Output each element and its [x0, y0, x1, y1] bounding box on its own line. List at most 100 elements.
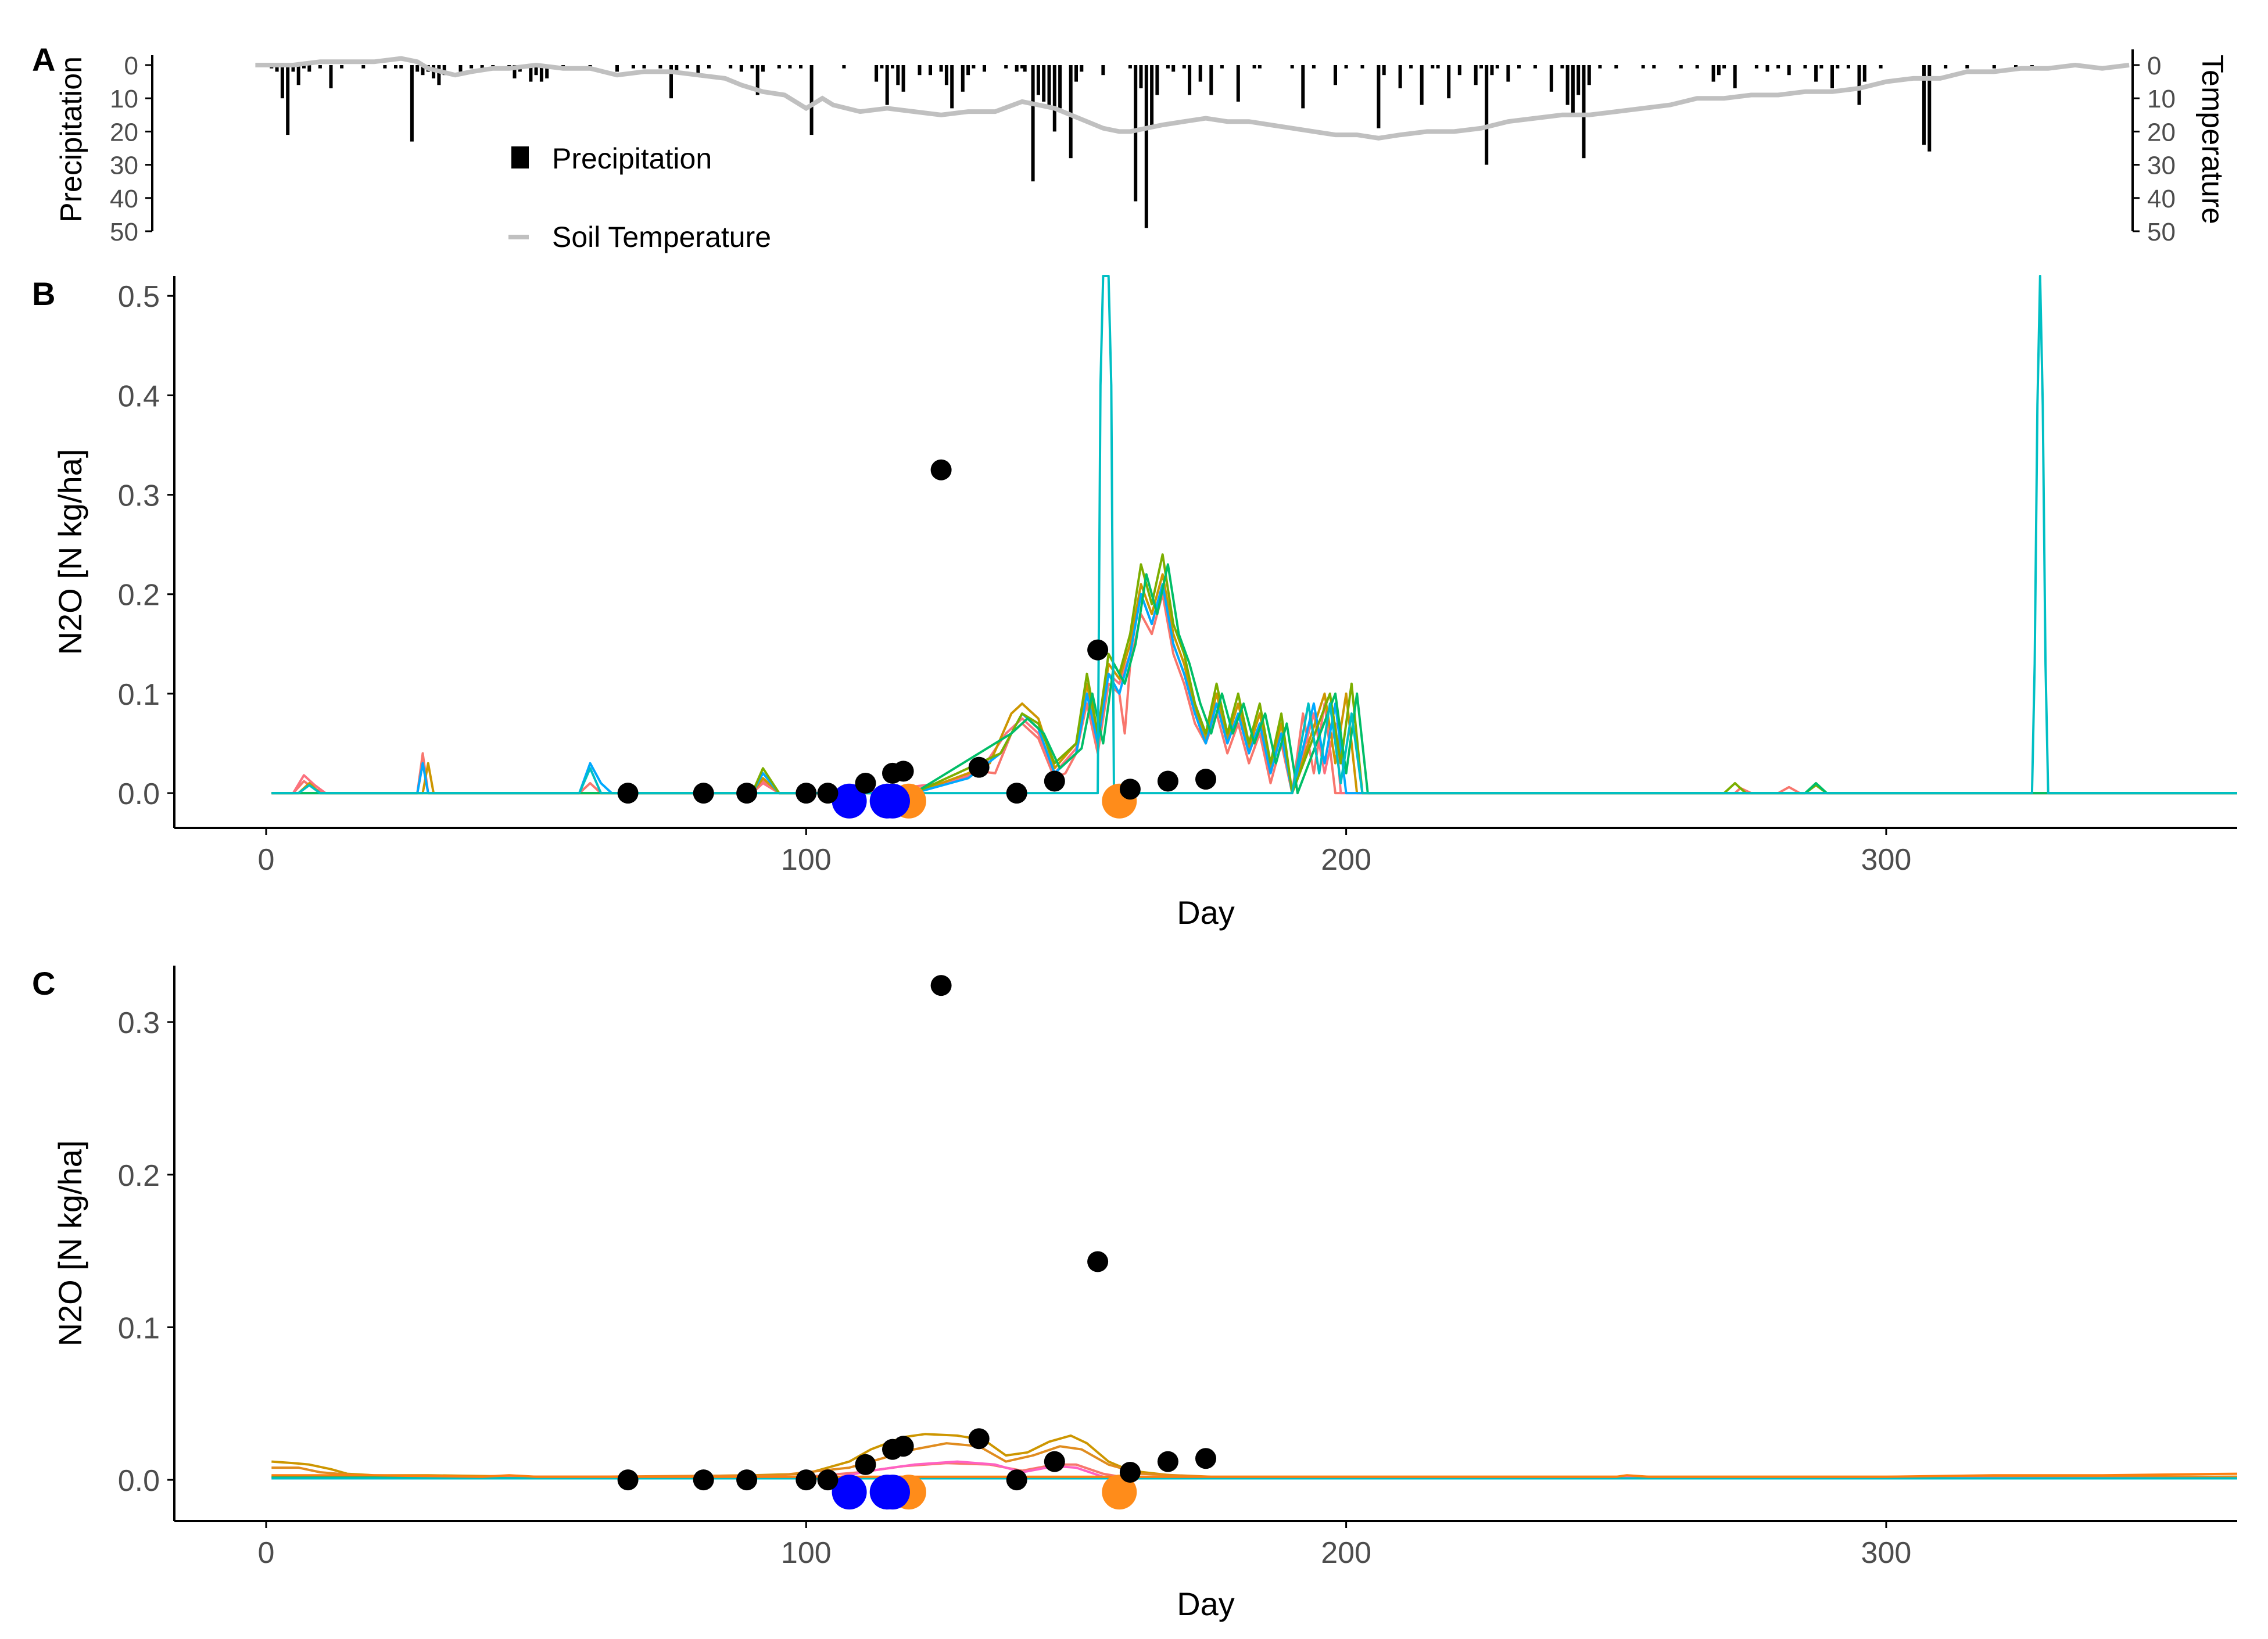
precip-bar-101 [1312, 65, 1316, 69]
precip-bar-17 [421, 65, 425, 76]
precip-bar-20 [437, 65, 441, 85]
c-observed-point-5 [855, 1454, 876, 1475]
precip-bar-12 [383, 65, 387, 69]
precip-bar-124 [1565, 65, 1570, 105]
precip-bar-106 [1382, 65, 1386, 76]
panel-b-label: B [32, 275, 55, 312]
precip-bar-122 [1549, 65, 1553, 92]
precip-bar-148 [1846, 65, 1850, 69]
b-observed-point-9 [968, 756, 990, 778]
c-y-tick-label: 0.1 [118, 1311, 160, 1345]
precip-bar-151 [1879, 65, 1883, 69]
left-tick-label: 20 [110, 118, 138, 146]
precip-bar-68 [983, 65, 986, 72]
precip-bar-57 [891, 65, 894, 69]
b-x-tick-label: 300 [1861, 843, 1912, 877]
precip-bar-97 [1252, 65, 1256, 69]
b-observed-point-15 [1195, 769, 1216, 790]
precip-bar-152 [1922, 65, 1926, 145]
b-observed-point-8 [930, 459, 952, 480]
precip-bar-142 [1787, 65, 1791, 76]
legend-precipitation-key [511, 146, 529, 168]
panel-c-y-ticks: 0.0 0.1 0.2 0.3 [118, 1006, 174, 1498]
c-x-tick-label: 200 [1321, 1536, 1371, 1570]
c-observed-point-12 [1087, 1251, 1109, 1272]
precip-bar-71 [1020, 65, 1024, 69]
legend-soil-temperature-label: Soil Temperature [552, 221, 771, 253]
c-observed-point-13 [1119, 1462, 1141, 1483]
b-observed-point-4 [817, 783, 839, 804]
precip-bar-121 [1533, 65, 1537, 69]
b-observed-point-7 [893, 761, 914, 782]
precip-bar-153 [1927, 65, 1932, 152]
precip-bar-55 [880, 65, 884, 69]
precip-bar-44 [729, 65, 733, 69]
precip-bar-47 [755, 65, 759, 95]
b-observed-point-12 [1087, 639, 1109, 661]
b-observed-point-0 [617, 783, 639, 804]
precip-bar-2 [280, 65, 284, 99]
precip-bar-134 [1695, 65, 1699, 69]
precip-bar-103 [1344, 65, 1348, 69]
precip-bar-78 [1058, 65, 1062, 109]
panel-b-y-axis-title: N2O [N kg/ha] [52, 449, 88, 655]
c-observed-point-0 [617, 1469, 639, 1491]
precip-bar-11 [361, 65, 366, 69]
precip-bar-16 [415, 65, 420, 72]
b-observed-point-3 [796, 783, 817, 804]
precip-bar-140 [1765, 65, 1769, 72]
precip-bar-138 [1733, 65, 1737, 88]
b-observed-point-2 [736, 783, 758, 804]
precip-bar-27 [513, 65, 517, 78]
temperature-axis-title: Temperature [2195, 55, 2229, 224]
precip-bar-83 [1128, 65, 1132, 69]
panel-c-x-axis-title: Day [1177, 1586, 1235, 1622]
right-tick-label: 30 [2147, 152, 2176, 180]
precip-bar-59 [901, 65, 905, 92]
precip-bar-32 [545, 65, 549, 78]
right-tick-label: 40 [2147, 185, 2176, 213]
precip-bar-46 [750, 65, 754, 69]
b-observed-point-5 [855, 773, 876, 794]
precip-bar-62 [939, 65, 943, 72]
precip-bar-144 [1814, 65, 1818, 82]
precip-bar-50 [788, 65, 792, 69]
precip-bar-131 [1641, 65, 1645, 69]
precip-bar-114 [1474, 65, 1478, 85]
precip-bar-5 [296, 65, 300, 85]
precip-bar-112 [1447, 65, 1451, 99]
panel-a-label: A [32, 41, 55, 78]
precip-bar-73 [1031, 65, 1035, 182]
c-series-line-3 [271, 1460, 2238, 1480]
precip-bar-7 [307, 65, 311, 72]
c-blue-point-2 [875, 1475, 910, 1510]
precip-bar-150 [1862, 65, 1866, 82]
right-tick-label: 10 [2147, 85, 2176, 113]
precip-bar-69 [1004, 65, 1008, 69]
b-y-tick-label: 0.5 [118, 280, 160, 314]
soil-temperature-line [255, 56, 2130, 141]
precip-bar-90 [1171, 65, 1176, 72]
b-y-tick-label: 0.0 [118, 777, 160, 811]
panel-c-y-axis-title: N2O [N kg/ha] [52, 1141, 88, 1347]
precip-bar-84 [1134, 65, 1138, 202]
c-y-tick-label: 0.0 [118, 1464, 160, 1498]
c-blue-point-0 [832, 1475, 867, 1510]
left-tick-label: 40 [110, 185, 138, 213]
b-x-tick-label: 0 [258, 843, 275, 877]
precip-bar-86 [1144, 65, 1148, 228]
c-observed-point-1 [693, 1469, 714, 1491]
left-tick-label: 50 [110, 218, 138, 246]
precip-bar-10 [340, 65, 344, 69]
precip-bar-36 [631, 65, 635, 69]
precip-bar-108 [1409, 65, 1413, 69]
precip-bar-3 [286, 65, 290, 135]
b-observed-point-14 [1157, 770, 1178, 792]
precip-bar-147 [1836, 65, 1840, 69]
panel-c-label: C [32, 965, 55, 1002]
c-observed-point-11 [1044, 1451, 1065, 1472]
precip-bar-42 [696, 65, 700, 76]
precip-bar-102 [1334, 65, 1337, 85]
precip-bar-141 [1776, 65, 1780, 69]
precip-bar-127 [1582, 65, 1586, 159]
